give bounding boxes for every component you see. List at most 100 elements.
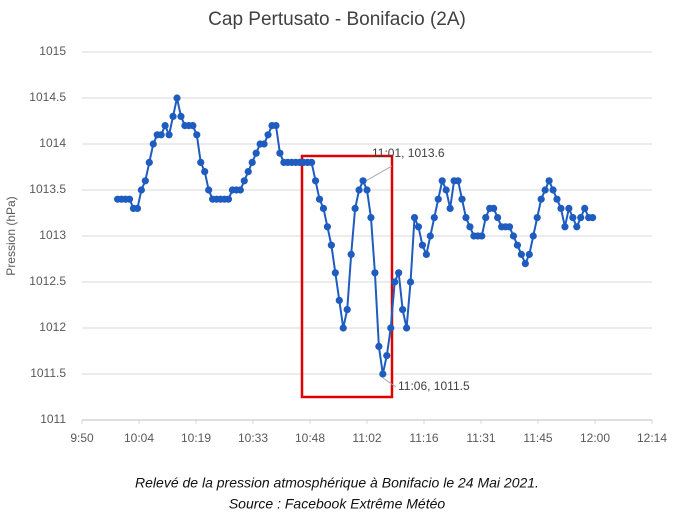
data-point bbox=[494, 214, 502, 222]
data-point bbox=[395, 269, 403, 277]
data-point bbox=[363, 186, 371, 194]
data-point bbox=[165, 131, 173, 139]
data-point bbox=[490, 204, 498, 212]
data-point bbox=[343, 306, 351, 314]
y-tick-label: 1012.5 bbox=[29, 274, 66, 288]
chart-title: Cap Pertusato - Bonifacio (2A) bbox=[208, 9, 466, 30]
data-point bbox=[438, 177, 446, 185]
data-point bbox=[347, 250, 355, 258]
y-tick-label: 1011 bbox=[40, 412, 66, 426]
data-point bbox=[149, 140, 157, 148]
data-point bbox=[189, 122, 197, 130]
data-point bbox=[367, 214, 375, 222]
data-point bbox=[561, 223, 569, 231]
data-point bbox=[414, 223, 423, 231]
caption: Relevé de la pression atmosphérique à Bo… bbox=[135, 475, 539, 491]
data-point bbox=[391, 278, 399, 286]
data-point bbox=[430, 214, 438, 222]
data-point bbox=[525, 250, 533, 258]
x-tick-label: 10:48 bbox=[295, 431, 325, 445]
data-point bbox=[193, 131, 201, 139]
data-point bbox=[307, 158, 316, 166]
data-point bbox=[137, 186, 145, 194]
data-point bbox=[252, 149, 260, 157]
annotation: 11:01, 1013.6 bbox=[372, 146, 445, 160]
y-axis-label: Pression (hPa) bbox=[4, 196, 18, 275]
x-tick-label: 9:50 bbox=[70, 431, 94, 445]
x-tick-label: 10:33 bbox=[238, 431, 268, 445]
data-point bbox=[482, 214, 490, 222]
data-point bbox=[521, 260, 529, 268]
data-point bbox=[505, 223, 514, 231]
data-point bbox=[125, 195, 134, 203]
data-point bbox=[553, 195, 561, 203]
y-tick-label: 1014 bbox=[39, 136, 66, 150]
data-point bbox=[379, 370, 387, 378]
data-point bbox=[533, 214, 541, 222]
data-point bbox=[197, 158, 205, 166]
data-point bbox=[359, 177, 367, 185]
data-point bbox=[399, 306, 407, 314]
data-point bbox=[458, 195, 466, 203]
data-point bbox=[466, 223, 474, 231]
data-point bbox=[517, 250, 525, 258]
data-point bbox=[442, 186, 450, 194]
data-point bbox=[375, 342, 383, 350]
data-point bbox=[169, 112, 177, 120]
y-tick-label: 1015 bbox=[39, 44, 66, 58]
data-point bbox=[224, 195, 233, 203]
annotation-leader bbox=[382, 377, 397, 388]
data-point bbox=[355, 186, 363, 194]
data-point bbox=[335, 296, 343, 304]
data-point bbox=[161, 122, 169, 130]
data-point bbox=[418, 241, 427, 249]
data-point bbox=[383, 352, 391, 360]
data-point bbox=[478, 232, 486, 240]
data-point bbox=[141, 177, 149, 185]
data-point bbox=[537, 195, 545, 203]
data-point bbox=[513, 241, 522, 249]
highlight-box bbox=[300, 154, 394, 399]
data-point bbox=[569, 214, 577, 222]
data-point bbox=[387, 324, 395, 332]
data-point bbox=[434, 195, 442, 203]
data-point bbox=[145, 158, 153, 166]
y-tick-label: 1012 bbox=[39, 320, 66, 334]
data-point bbox=[462, 214, 470, 222]
data-point bbox=[240, 177, 248, 185]
x-tick-label: 12:14 bbox=[637, 431, 667, 445]
x-tick-label: 10:19 bbox=[181, 431, 211, 445]
data-point bbox=[410, 214, 419, 222]
data-point bbox=[581, 204, 589, 212]
x-tick-label: 12:00 bbox=[580, 431, 610, 445]
x-tick-label: 11:02 bbox=[352, 431, 381, 445]
data-point bbox=[351, 204, 359, 212]
data-point bbox=[406, 278, 415, 286]
data-point bbox=[509, 232, 518, 240]
data-point bbox=[276, 149, 284, 157]
data-point bbox=[331, 269, 339, 277]
data-point bbox=[454, 177, 462, 185]
data-point bbox=[577, 214, 585, 222]
data-point bbox=[319, 204, 328, 212]
data-point bbox=[272, 122, 280, 130]
x-tick-label: 10:04 bbox=[124, 431, 154, 445]
x-tick-label: 11:16 bbox=[409, 431, 438, 445]
data-point bbox=[133, 204, 142, 212]
data-point bbox=[236, 186, 244, 194]
annotation-leader bbox=[361, 165, 393, 184]
data-point bbox=[545, 177, 553, 185]
y-tick-label: 1011.5 bbox=[30, 366, 66, 380]
data-point bbox=[339, 324, 347, 332]
data-point bbox=[426, 232, 434, 240]
data-point bbox=[157, 131, 165, 139]
data-point bbox=[549, 186, 557, 194]
data-point bbox=[201, 168, 209, 176]
data-point bbox=[177, 112, 185, 120]
data-point bbox=[589, 214, 597, 222]
data-point bbox=[402, 324, 411, 332]
data-point bbox=[557, 204, 565, 212]
x-tick-label: 11:45 bbox=[523, 431, 552, 445]
data-point bbox=[173, 94, 181, 102]
